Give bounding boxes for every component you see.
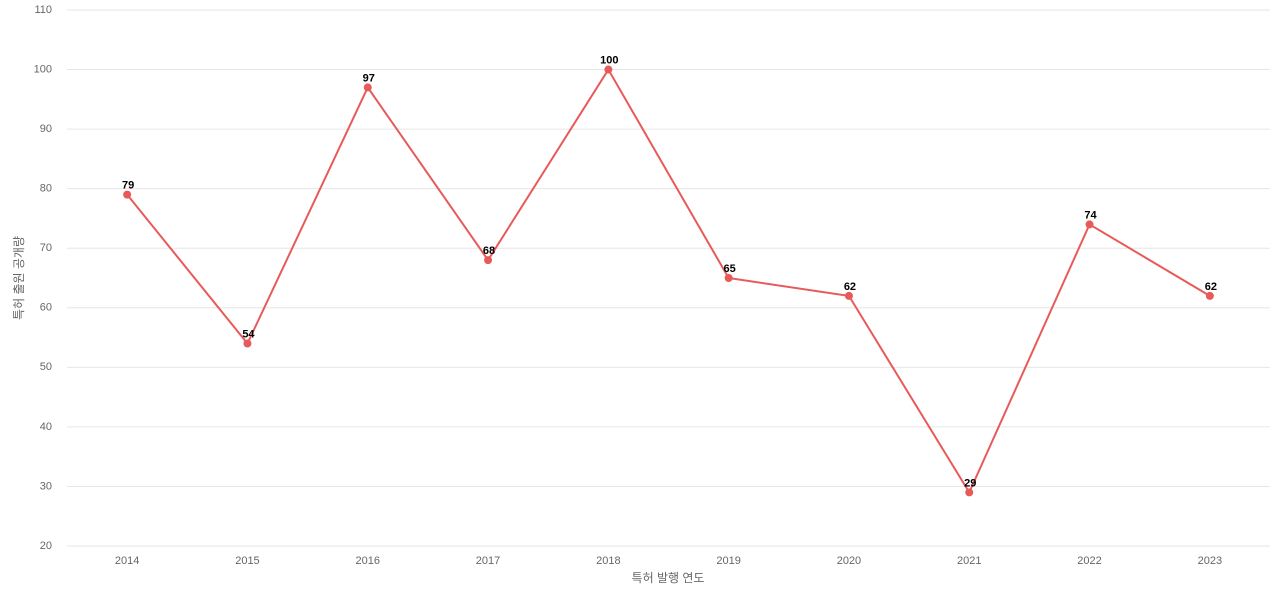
point xyxy=(844,291,853,300)
y-tick-label: 100 xyxy=(34,63,52,75)
value-label: 68 xyxy=(483,245,495,257)
point xyxy=(123,190,132,199)
value-label: 74 xyxy=(1084,209,1097,221)
point xyxy=(1085,220,1094,229)
value-label: 54 xyxy=(242,328,255,340)
point xyxy=(604,65,613,74)
x-tick-label: 2023 xyxy=(1198,555,1222,567)
x-tick-label: 2015 xyxy=(235,555,259,567)
y-tick-label: 20 xyxy=(40,540,52,552)
x-tick-label: 2019 xyxy=(716,555,740,567)
value-label: 65 xyxy=(724,263,736,275)
y-tick-label: 80 xyxy=(40,183,52,195)
value-label: 62 xyxy=(1205,281,1217,293)
value-label: 97 xyxy=(363,72,375,84)
x-tick-label: 2020 xyxy=(837,555,861,567)
x-tick-label: 2022 xyxy=(1077,555,1101,567)
x-tick-label: 2014 xyxy=(115,555,139,567)
x-tick-label: 2021 xyxy=(957,555,981,567)
y-tick-label: 30 xyxy=(40,480,52,492)
point xyxy=(1205,291,1214,300)
point xyxy=(484,256,493,265)
y-tick-label: 70 xyxy=(40,242,52,254)
value-label: 62 xyxy=(844,281,856,293)
point xyxy=(243,339,252,348)
value-label: 79 xyxy=(122,180,134,192)
y-tick-label: 40 xyxy=(40,421,52,433)
line xyxy=(126,67,1211,495)
x-tick-label: 2016 xyxy=(356,555,380,567)
y-tick-label: 110 xyxy=(34,4,52,16)
y-tick-label: 60 xyxy=(40,302,52,314)
value-label: 100 xyxy=(600,54,618,66)
x-axis-title: 특허 발행 연도 xyxy=(632,570,705,585)
value-label: 29 xyxy=(964,477,976,489)
y-axis-title: 특허 출원 공개량 xyxy=(12,236,26,320)
point xyxy=(363,83,372,92)
x-tick-label: 2017 xyxy=(476,555,500,567)
point xyxy=(965,488,974,497)
y-tick-label: 90 xyxy=(40,123,52,135)
y-tick-label: 50 xyxy=(40,361,52,373)
point xyxy=(724,274,733,282)
x-tick-label: 2018 xyxy=(596,555,620,567)
